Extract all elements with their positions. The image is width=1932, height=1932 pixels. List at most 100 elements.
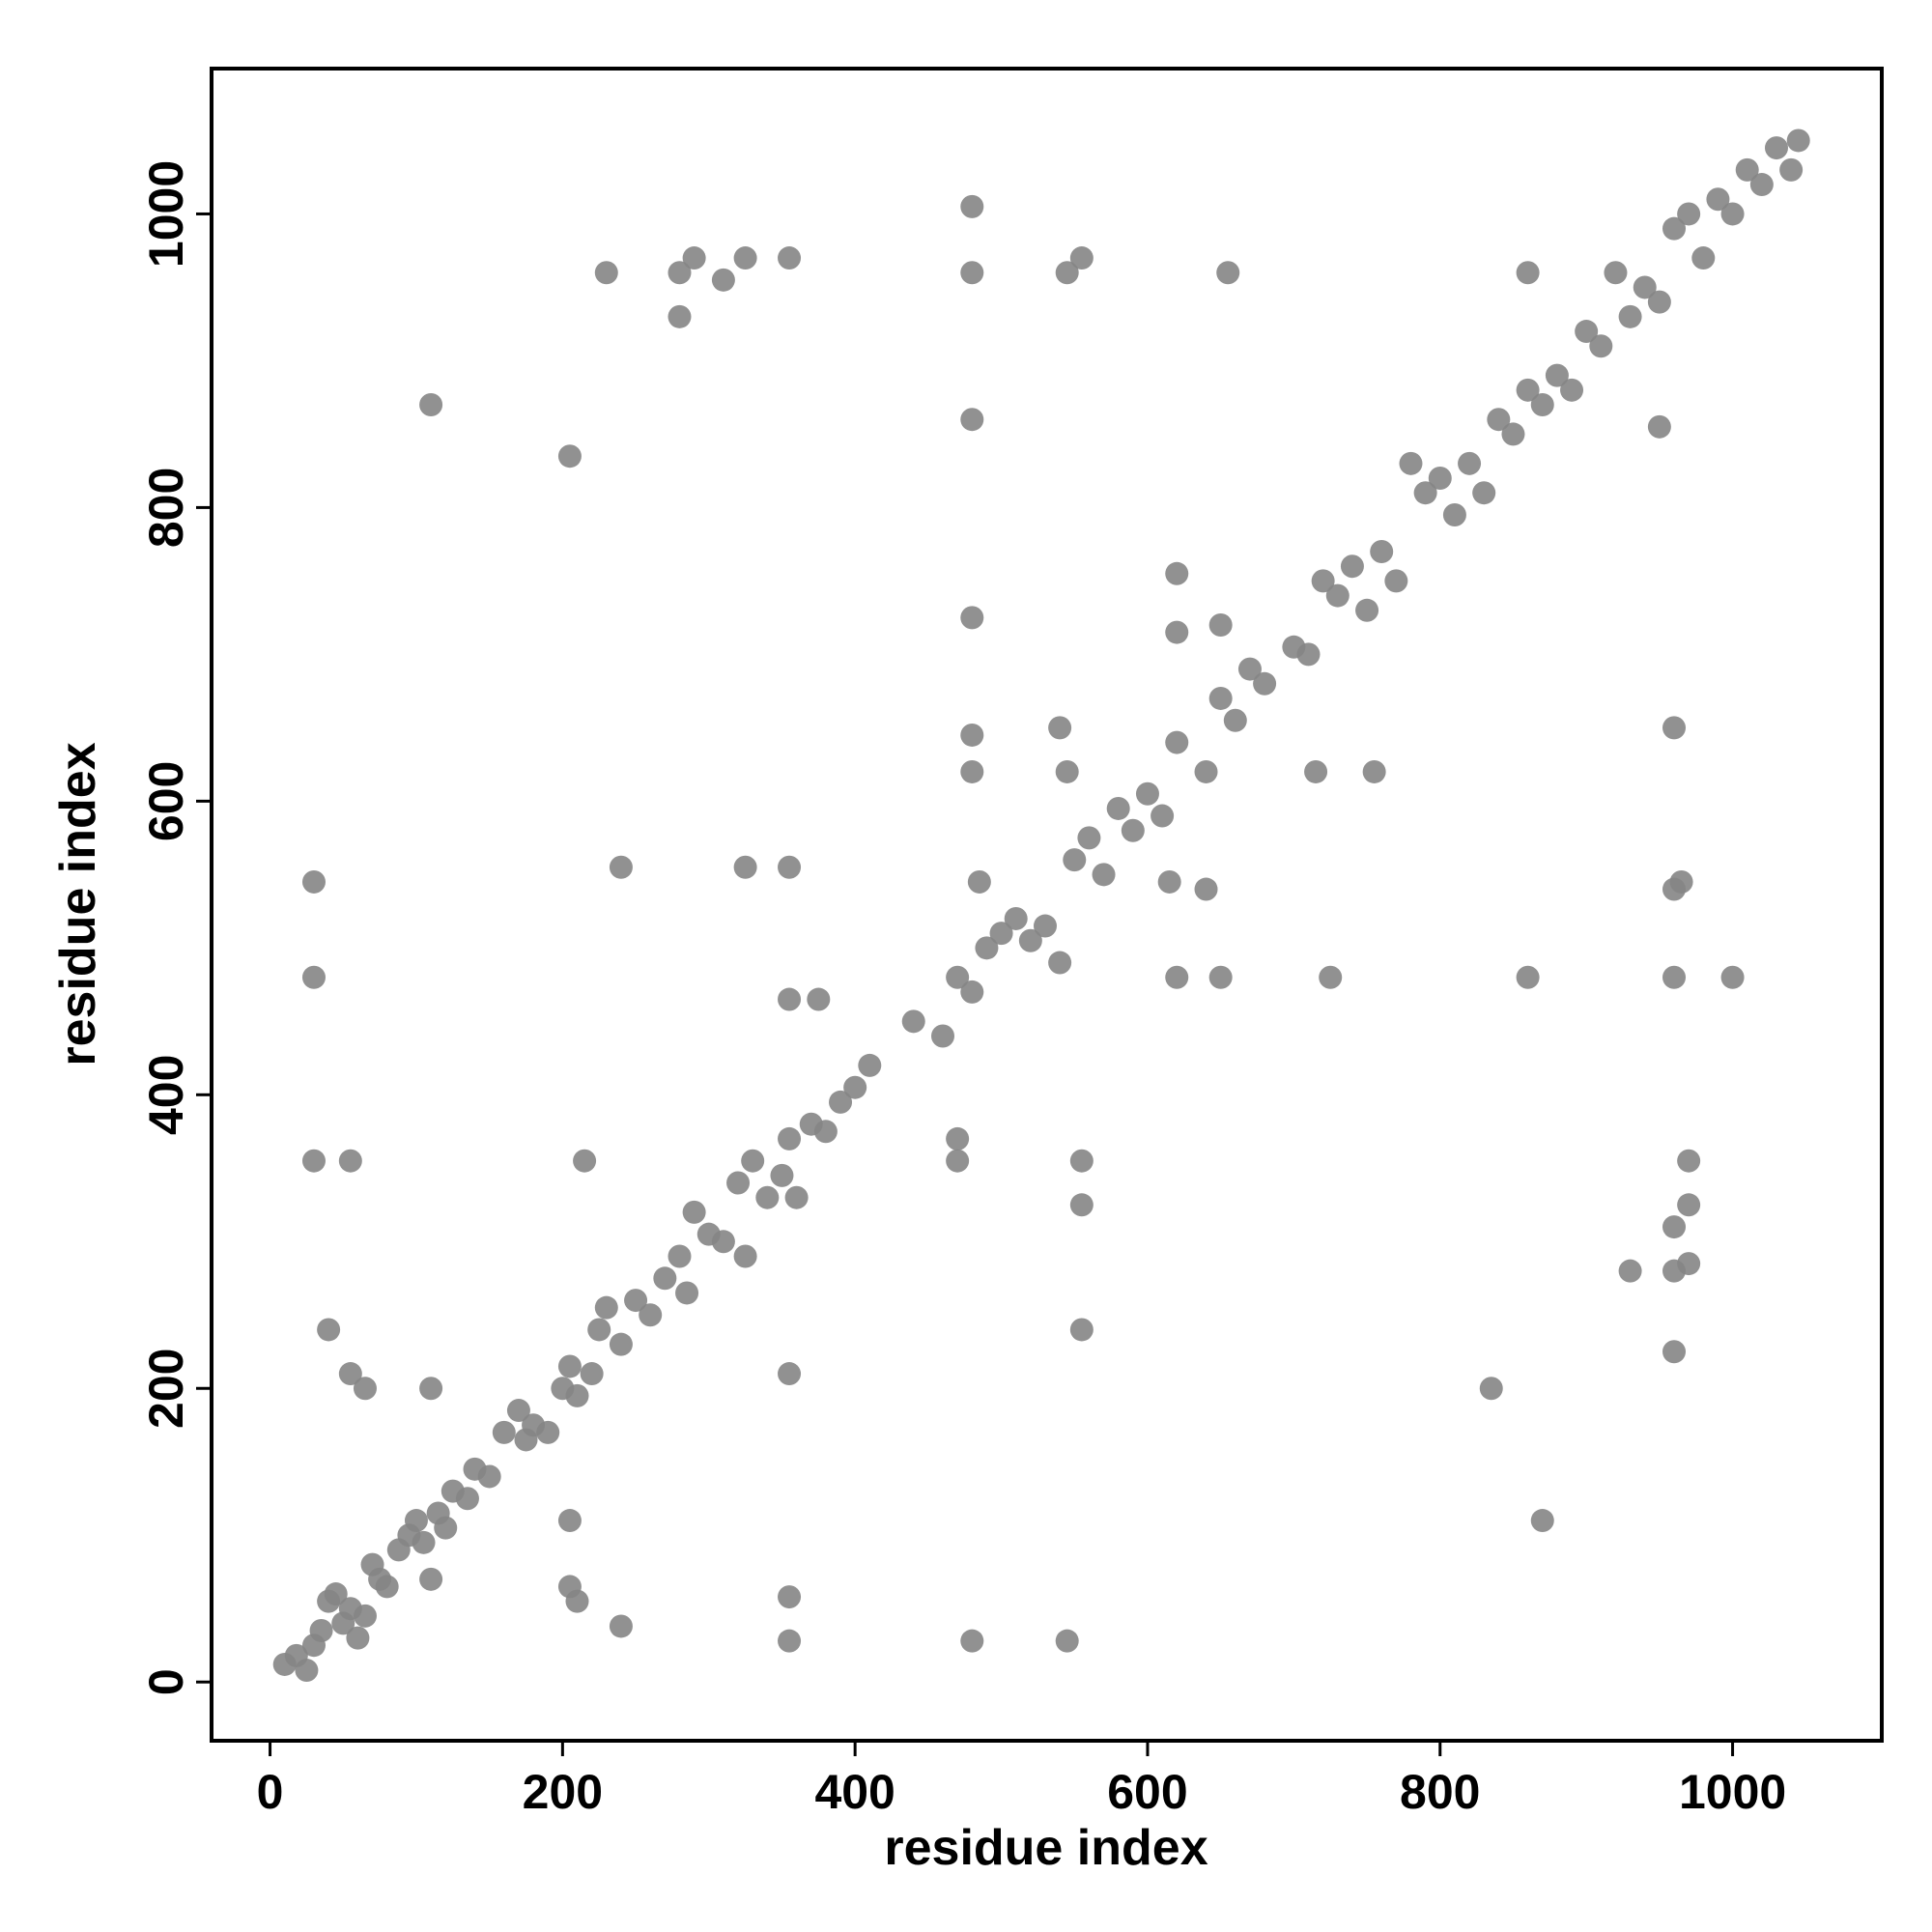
- point: [1560, 378, 1584, 402]
- point: [946, 1126, 970, 1151]
- point: [960, 723, 984, 747]
- point: [1501, 422, 1525, 446]
- point: [1319, 965, 1343, 989]
- point: [1063, 848, 1087, 872]
- point: [813, 1120, 838, 1144]
- point: [1472, 481, 1496, 505]
- point: [1618, 1259, 1642, 1283]
- point: [301, 869, 326, 894]
- point: [1399, 451, 1423, 475]
- point: [1662, 1340, 1687, 1364]
- point: [1604, 261, 1628, 285]
- x-tick-label: 800: [1400, 1765, 1480, 1819]
- point: [375, 1575, 399, 1599]
- point: [1575, 320, 1599, 344]
- point: [1157, 869, 1181, 894]
- y-axis-label: residue index: [50, 742, 106, 1065]
- point: [1216, 261, 1240, 285]
- point: [1530, 393, 1554, 417]
- point: [565, 1589, 589, 1613]
- point: [1779, 157, 1804, 182]
- point: [1618, 304, 1642, 328]
- y-tick-label: 0: [139, 1668, 193, 1695]
- point: [778, 1126, 802, 1151]
- point: [1033, 914, 1057, 938]
- point: [778, 855, 802, 879]
- point: [931, 1024, 955, 1048]
- point: [1223, 708, 1247, 732]
- point: [1253, 671, 1277, 696]
- point: [1106, 796, 1130, 820]
- point: [1055, 1629, 1079, 1653]
- point: [843, 1075, 867, 1099]
- point: [1194, 877, 1218, 901]
- point: [741, 1149, 765, 1173]
- point: [594, 1295, 618, 1320]
- point: [960, 194, 984, 218]
- point: [682, 246, 706, 270]
- point: [960, 759, 984, 783]
- point: [492, 1420, 516, 1444]
- point: [1165, 730, 1189, 754]
- point: [784, 1185, 809, 1209]
- point: [1428, 467, 1452, 491]
- plot-frame: [210, 67, 1884, 1743]
- y-tick-label: 600: [139, 761, 193, 841]
- point: [536, 1420, 560, 1444]
- point: [733, 246, 757, 270]
- point: [960, 408, 984, 432]
- point: [419, 1567, 443, 1591]
- y-tick-label: 200: [139, 1349, 193, 1429]
- point: [580, 1362, 604, 1386]
- point: [338, 1362, 362, 1386]
- point: [1151, 804, 1175, 828]
- point: [989, 922, 1013, 946]
- point: [1662, 716, 1687, 740]
- point: [1092, 863, 1116, 887]
- point: [412, 1530, 436, 1554]
- point: [295, 1659, 319, 1683]
- point: [1208, 686, 1233, 710]
- point: [668, 304, 692, 328]
- point: [609, 1332, 633, 1356]
- point: [557, 1354, 582, 1378]
- point: [639, 1303, 663, 1327]
- point: [587, 1318, 611, 1342]
- point: [419, 393, 443, 417]
- point: [1048, 716, 1072, 740]
- point: [1135, 781, 1159, 806]
- point: [1304, 759, 1328, 783]
- point: [1165, 620, 1189, 644]
- point: [960, 606, 984, 630]
- point: [1487, 408, 1511, 432]
- point: [1516, 965, 1540, 989]
- point: [1545, 363, 1569, 387]
- point: [1647, 414, 1671, 439]
- point: [711, 1230, 735, 1254]
- point: [565, 1383, 589, 1407]
- point: [726, 1171, 751, 1195]
- point: [1413, 481, 1437, 505]
- point: [1004, 906, 1028, 930]
- point: [301, 965, 326, 989]
- point: [960, 261, 984, 285]
- point: [1370, 539, 1394, 563]
- point: [1296, 642, 1321, 667]
- point: [682, 1200, 706, 1224]
- point: [1633, 275, 1657, 299]
- point: [1749, 173, 1774, 197]
- point: [1325, 583, 1350, 608]
- point: [1677, 202, 1701, 226]
- point: [609, 1614, 633, 1638]
- point: [1647, 290, 1671, 314]
- point: [353, 1377, 377, 1401]
- point: [1669, 869, 1693, 894]
- point: [778, 1629, 802, 1653]
- point: [338, 1149, 362, 1173]
- point: [960, 980, 984, 1004]
- x-axis-label: residue index: [884, 1820, 1208, 1876]
- point: [778, 987, 802, 1011]
- point: [324, 1582, 348, 1606]
- point: [1069, 1149, 1094, 1173]
- point: [1677, 1193, 1701, 1217]
